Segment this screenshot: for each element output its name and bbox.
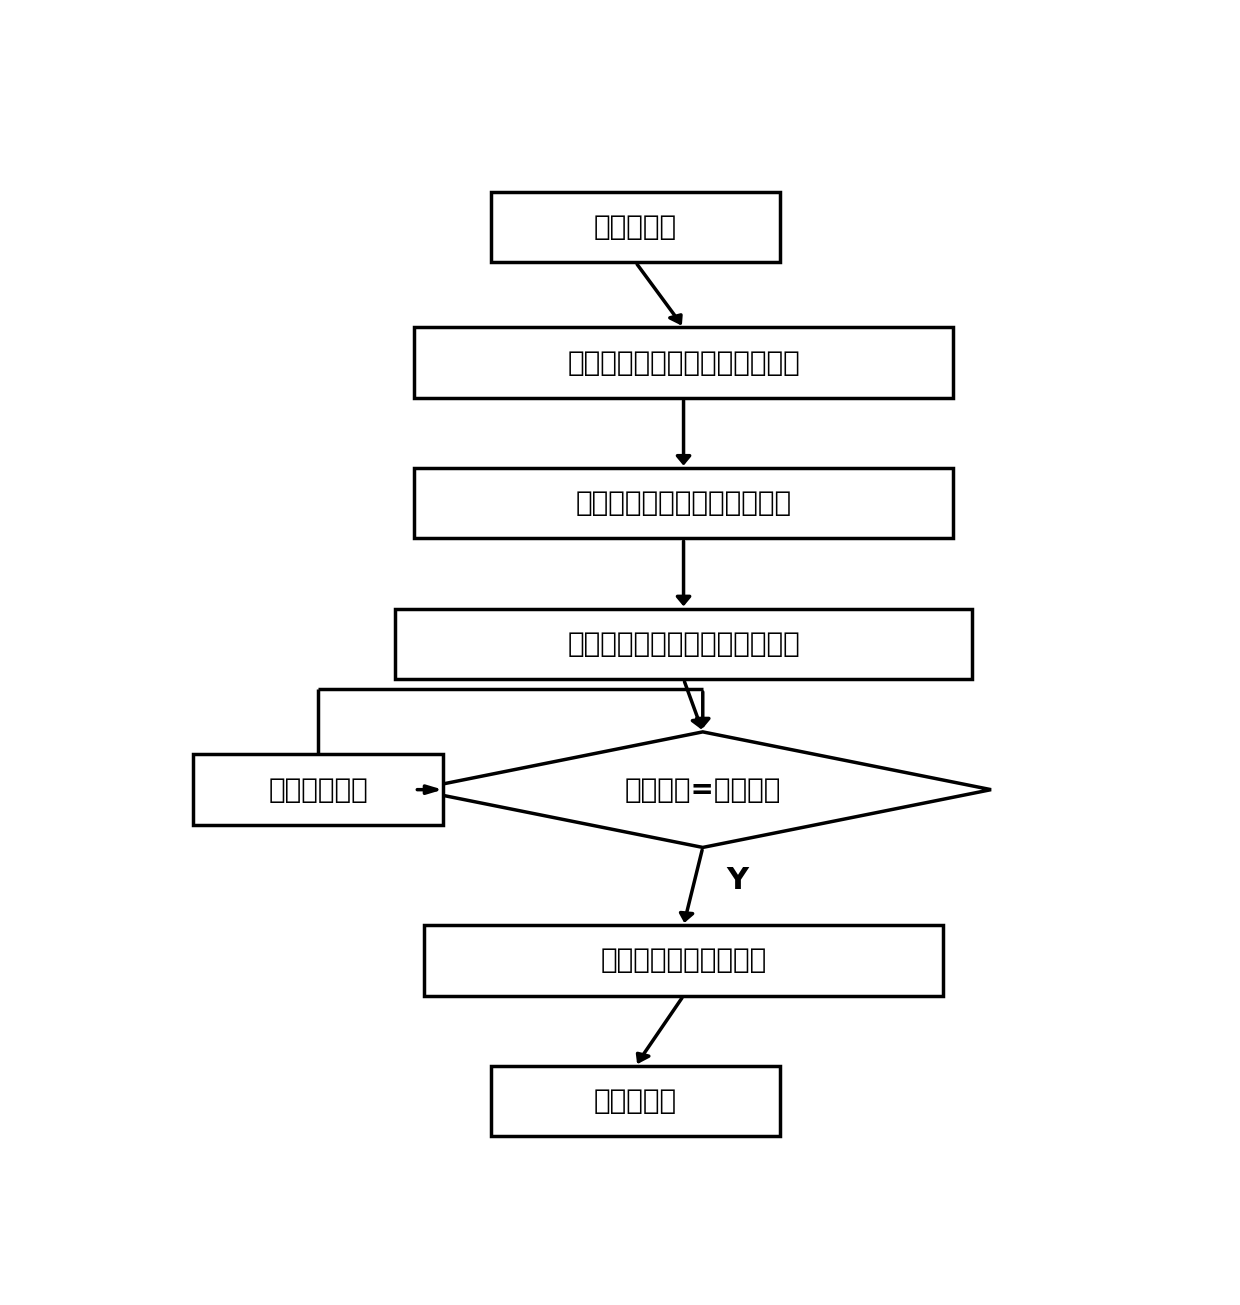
Text: 结束预计算: 结束预计算	[594, 1087, 677, 1116]
Text: 改变阀的设定: 改变阀的设定	[269, 775, 368, 804]
FancyBboxPatch shape	[491, 192, 780, 262]
Text: 目标温度=检测温度: 目标温度=检测温度	[625, 775, 781, 804]
Text: 根据目标温度，计算阀开度模式: 根据目标温度，计算阀开度模式	[567, 630, 800, 658]
FancyBboxPatch shape	[414, 328, 952, 398]
Polygon shape	[414, 732, 991, 847]
FancyBboxPatch shape	[491, 1066, 780, 1137]
FancyBboxPatch shape	[396, 608, 972, 679]
FancyBboxPatch shape	[424, 925, 944, 996]
FancyBboxPatch shape	[414, 468, 952, 539]
Text: Y: Y	[727, 865, 749, 895]
Text: 为设定点提供阀的设定: 为设定点提供阀的设定	[600, 946, 766, 975]
Text: 读取初始数据（各种配置文件）: 读取初始数据（各种配置文件）	[567, 348, 800, 377]
Text: 开始预计算: 开始预计算	[594, 213, 677, 241]
Text: 处理数据，并创建新的数据区: 处理数据，并创建新的数据区	[575, 489, 791, 517]
FancyBboxPatch shape	[193, 754, 444, 825]
